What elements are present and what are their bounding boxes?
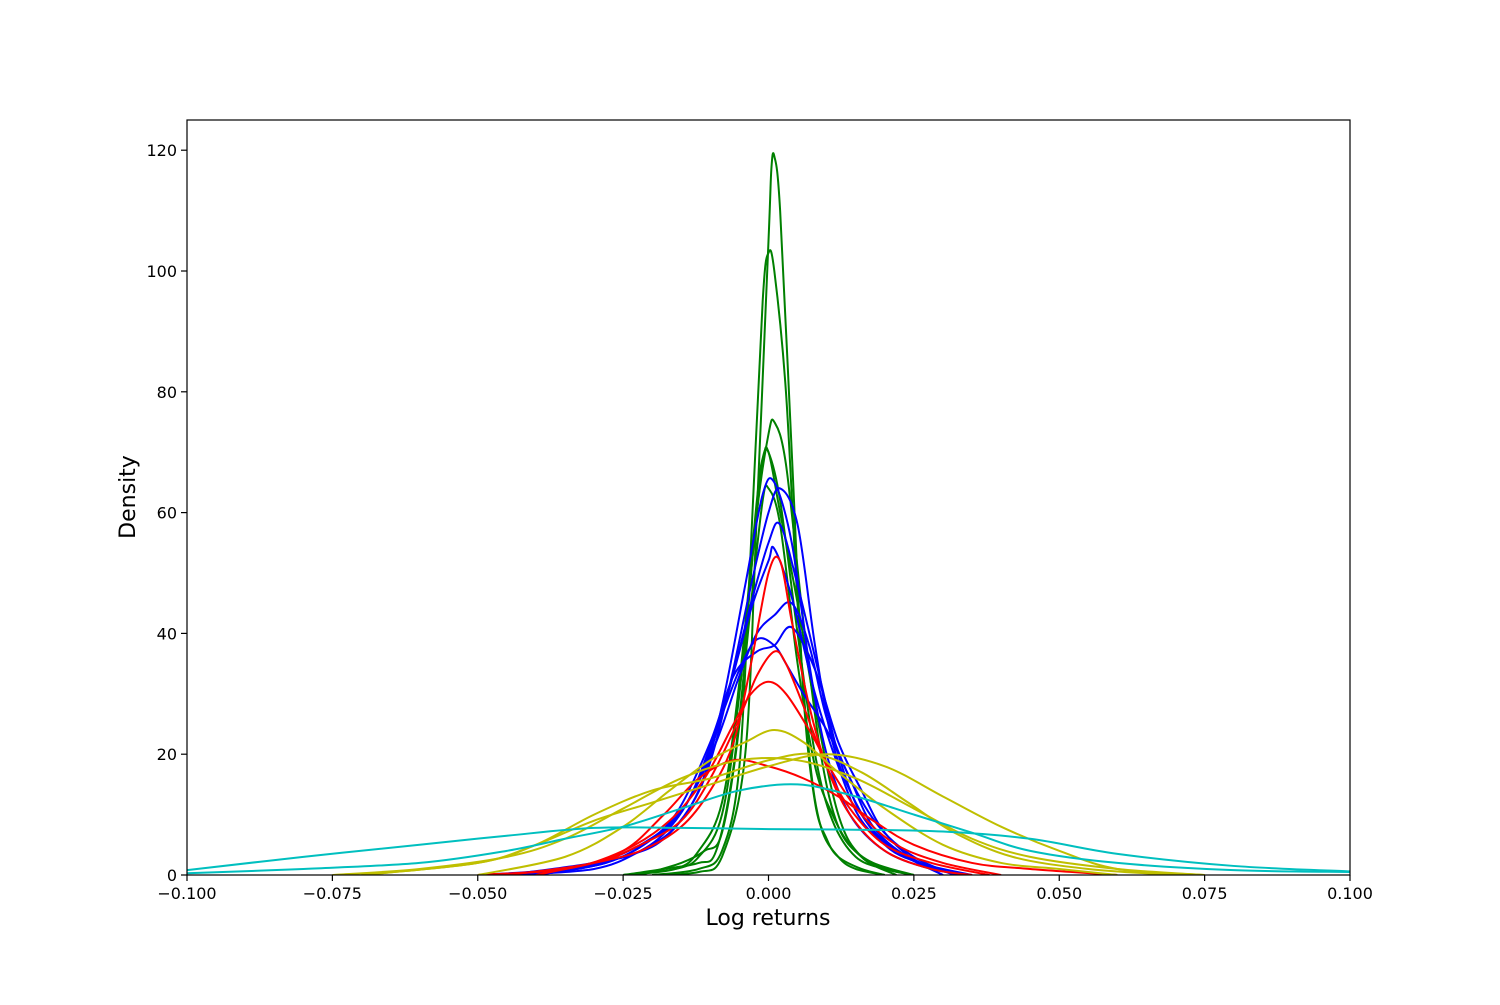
y-tick-label: 40 [157,624,177,643]
density-curve-15 [506,650,990,875]
y-tick-label: 80 [157,383,177,402]
x-tick-label: −0.100 [157,884,216,903]
density-curve-6 [622,484,915,875]
x-tick-label: 0.100 [1327,884,1373,903]
y-tick-label: 0 [167,866,177,885]
density-curve-17 [477,758,1118,875]
density-curve-5 [640,446,897,875]
y-tick-label: 60 [157,504,177,523]
series-group [187,152,1350,875]
x-tick-label: −0.025 [594,884,653,903]
x-tick-label: −0.050 [448,884,507,903]
y-tick-label: 120 [146,141,177,160]
y-axis-title: Density [116,455,141,539]
x-axis: −0.100 −0.075 −0.050 −0.025 0.000 0.025 0.050 0… [157,875,1373,903]
density-curve-22 [187,783,1350,875]
density-curve-23 [187,826,1350,873]
x-tick-label: −0.075 [303,884,362,903]
y-tick-label: 100 [146,262,177,281]
density-curve-2 [652,249,886,875]
density-curve-13 [535,637,955,875]
x-tick-label: 0.075 [1182,884,1228,903]
density-curve-21 [332,756,1205,875]
y-tick-label: 20 [157,745,177,764]
x-axis-title: Log returns [705,906,830,931]
x-tick-label: 0.000 [746,884,792,903]
x-tick-label: 0.050 [1036,884,1082,903]
x-tick-label: 0.025 [891,884,937,903]
y-axis: 0 20 40 60 80 100 120 [146,141,187,885]
